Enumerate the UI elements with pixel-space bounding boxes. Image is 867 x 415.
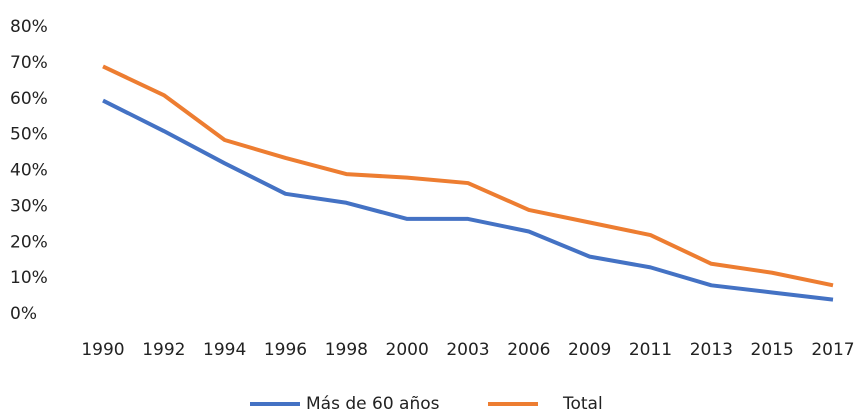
x-tick-label: 1994 bbox=[203, 340, 246, 360]
legend-label: Total bbox=[562, 394, 603, 414]
y-tick-label: 80% bbox=[10, 17, 48, 37]
y-tick-label: 20% bbox=[10, 232, 48, 252]
x-tick-label: 1996 bbox=[264, 340, 307, 360]
line-series bbox=[102, 98, 834, 302]
x-tick-label: 2003 bbox=[446, 340, 489, 360]
y-tick-label: 70% bbox=[10, 53, 48, 73]
x-tick-label: 2009 bbox=[568, 340, 611, 360]
x-tick-label: 2013 bbox=[690, 340, 733, 360]
y-tick-label: 30% bbox=[10, 196, 48, 216]
x-tick-label: 2017 bbox=[811, 340, 854, 360]
x-tick-label: 2015 bbox=[751, 340, 794, 360]
y-tick-label: 60% bbox=[10, 89, 48, 109]
x-tick-label: 2011 bbox=[629, 340, 672, 360]
line-series bbox=[102, 64, 834, 288]
x-tick-label: 1990 bbox=[81, 340, 124, 360]
x-tick-label: 1998 bbox=[325, 340, 368, 360]
x-tick-label: 2000 bbox=[386, 340, 429, 360]
x-tick-label: 2006 bbox=[507, 340, 550, 360]
legend-label: Más de 60 años bbox=[306, 394, 440, 414]
y-tick-label: 50% bbox=[10, 125, 48, 145]
x-tick-label: 1992 bbox=[142, 340, 185, 360]
y-tick-label: 40% bbox=[10, 161, 48, 181]
y-tick-label: 0% bbox=[10, 304, 37, 324]
y-tick-label: 10% bbox=[10, 268, 48, 288]
